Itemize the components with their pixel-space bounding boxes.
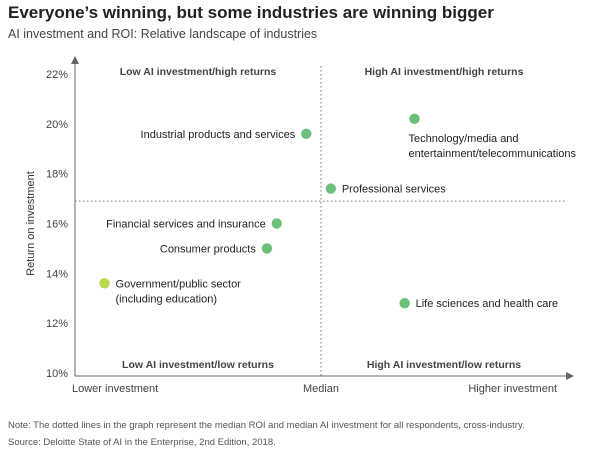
y-axis-arrow bbox=[71, 56, 79, 64]
data-point-label: Technology/media and entertainment/teleco… bbox=[408, 133, 576, 160]
data-point-label: Professional services bbox=[342, 184, 446, 196]
data-point-label: Government/public sector (including educa… bbox=[116, 278, 242, 305]
data-point-label: Industrial products and services bbox=[141, 129, 296, 141]
data-point-label-line: Government/public sector bbox=[116, 278, 242, 290]
y-tick-label: 12% bbox=[46, 318, 68, 330]
x-category-label: Higher investment bbox=[468, 383, 557, 395]
data-point-label-line: (including education) bbox=[116, 293, 218, 305]
data-point bbox=[399, 298, 410, 309]
data-point bbox=[301, 128, 312, 139]
data-point-label-line: entertainment/telecommunications bbox=[408, 148, 576, 160]
y-tick-label: 20% bbox=[46, 119, 68, 131]
chart-title: Everyone’s winning, but some industries … bbox=[8, 3, 494, 22]
y-tick-label: 16% bbox=[46, 219, 68, 231]
data-point bbox=[271, 218, 282, 229]
x-axis-category-labels: Lower investment Median Higher investment bbox=[72, 383, 557, 395]
footnotes: Note: The dotted lines in the graph repr… bbox=[8, 417, 525, 451]
data-point bbox=[325, 183, 337, 194]
data-point bbox=[409, 113, 420, 125]
x-category-label: Lower investment bbox=[72, 383, 158, 395]
data-point-label-line: Industrial products and services bbox=[141, 129, 296, 141]
chart-axes bbox=[71, 56, 574, 380]
y-tick-label: 14% bbox=[46, 268, 68, 280]
data-point-label-line: Technology/media and bbox=[408, 133, 518, 145]
y-tick-label: 18% bbox=[46, 169, 68, 181]
x-category-label: Median bbox=[303, 383, 339, 395]
y-axis-ticks: 10% 12% 14% 16% 18% 20% 22% bbox=[46, 69, 68, 380]
chart-subtitle: AI investment and ROI: Relative landscap… bbox=[8, 27, 318, 41]
data-point bbox=[261, 243, 273, 254]
quadrant-label-top-right: High AI investment/high returns bbox=[365, 66, 524, 78]
data-point-label: Consumer products bbox=[160, 243, 256, 255]
quadrant-labels: Low AI investment/high returns High AI in… bbox=[120, 66, 524, 371]
x-axis-arrow bbox=[566, 372, 574, 380]
y-tick-label: 22% bbox=[46, 69, 68, 81]
data-points: Technology/media and entertainment/teleco… bbox=[99, 113, 577, 310]
data-point-label-line: Financial services and insurance bbox=[106, 219, 266, 231]
note-text: Note: The dotted lines in the graph repr… bbox=[8, 420, 525, 431]
quadrant-label-bottom-left: Low AI investment/low returns bbox=[122, 359, 274, 371]
y-tick-label: 10% bbox=[46, 368, 68, 380]
data-point-label: Life sciences and health care bbox=[416, 298, 558, 310]
data-point-label-line: Professional services bbox=[342, 184, 446, 196]
source-text: Source: Deloitte State of AI in the Ente… bbox=[8, 437, 276, 448]
quadrant-label-bottom-right: High AI investment/low returns bbox=[367, 359, 521, 371]
data-point bbox=[99, 278, 110, 289]
data-point-label-line: Life sciences and health care bbox=[416, 298, 558, 310]
quadrant-label-top-left: Low AI investment/high returns bbox=[120, 66, 277, 78]
data-point-label-line: Consumer products bbox=[160, 243, 256, 255]
data-point-label: Financial services and insurance bbox=[106, 219, 266, 231]
y-axis-label: Return on investment bbox=[25, 171, 37, 276]
